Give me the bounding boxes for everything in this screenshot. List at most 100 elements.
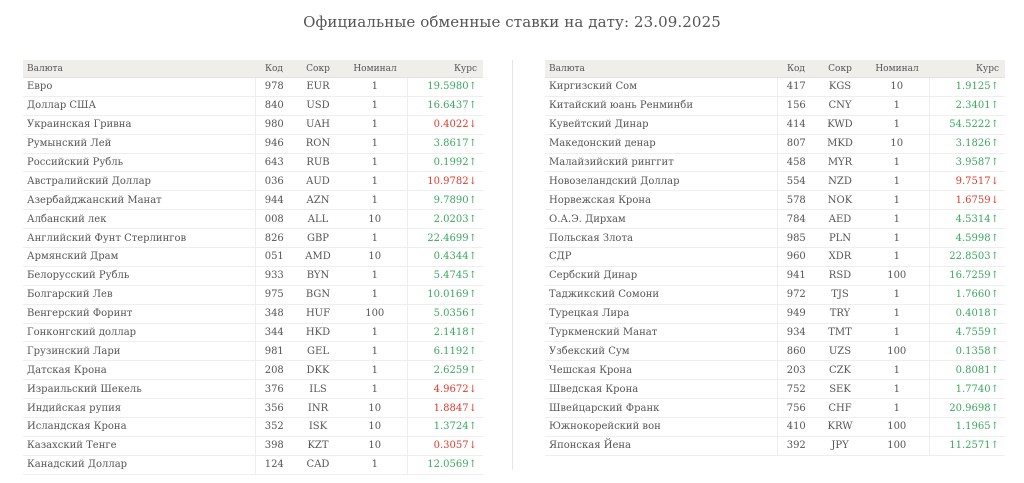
currency-code-cell: 946 <box>254 134 293 154</box>
header-currency[interactable]: Валюта <box>545 60 777 78</box>
nominal-cell: 1 <box>343 228 407 249</box>
currency-code-cell: 392 <box>776 436 815 456</box>
currency-abbr-cell: GBP <box>293 228 343 249</box>
rate-cell: 20.9698↑ <box>928 398 1005 419</box>
currency-abbr-cell: MYR <box>815 153 865 173</box>
currency-abbr-cell: NZD <box>815 171 865 192</box>
rate-cell: 9.7517↓ <box>928 171 1005 192</box>
currency-name-cell: Турецкая Лира <box>545 304 777 324</box>
currency-name-cell: Южнокорейский вон <box>545 417 777 437</box>
currency-code-cell: 784 <box>776 209 815 230</box>
currency-code-cell: 826 <box>254 228 293 249</box>
currency-code-cell: 578 <box>776 190 815 211</box>
header-currency[interactable]: Валюта <box>23 60 255 78</box>
currency-name-cell: Азербайджанский Манат <box>23 190 255 211</box>
currency-code-cell: 414 <box>776 115 815 135</box>
header-nominal[interactable]: Номинал <box>865 60 929 78</box>
rate-cell: 2.1418↑ <box>406 323 483 343</box>
currency-name-cell: СДР <box>545 247 777 267</box>
rate-cell: 4.5998↑ <box>928 228 1005 249</box>
currency-name-cell: Узбекский Сум <box>545 341 777 362</box>
currency-code-cell: 208 <box>254 360 293 381</box>
table-row: Исландская Крона 352 ISK 10 1.3724↑ <box>23 417 483 437</box>
rate-cell: 5.4745↑ <box>406 266 483 286</box>
currency-name-cell: Малайзийский ринггит <box>545 153 777 173</box>
rate-cell: 0.1992↑ <box>406 153 483 173</box>
table-row: Румынский Лей 946 RON 1 3.8617↑ <box>23 134 483 154</box>
rate-cell: 0.1358↑ <box>928 341 1005 362</box>
currency-code-cell: 643 <box>254 153 293 173</box>
currency-abbr-cell: AMD <box>293 247 343 267</box>
currency-name-cell: О.А.Э. Дирхам <box>545 209 777 230</box>
rate-cell: 9.7890↑ <box>406 190 483 211</box>
page-title: Официальные обменные ставки на дату: 23.… <box>303 13 721 31</box>
currency-name-cell: Датская Крона <box>23 360 255 381</box>
currency-abbr-cell: JPY <box>815 436 865 456</box>
currency-abbr-cell: EUR <box>293 77 343 97</box>
currency-abbr-cell: RSD <box>815 266 865 286</box>
currency-code-cell: 356 <box>254 398 293 419</box>
rate-cell: 16.6437↑ <box>406 96 483 116</box>
table-row: Украинская Гривна 980 UAH 1 0.4022↓ <box>23 115 483 135</box>
currency-abbr-cell: RON <box>293 134 343 154</box>
header-code[interactable]: Код <box>777 60 815 78</box>
rate-cell: 1.1965↑ <box>928 417 1005 437</box>
currency-name-cell: Польская Злота <box>545 228 777 249</box>
currency-code-cell: 036 <box>254 171 293 192</box>
currency-abbr-cell: CHF <box>815 398 865 419</box>
header-rate[interactable]: Курс <box>407 60 483 78</box>
nominal-cell: 10 <box>343 209 407 230</box>
currency-abbr-cell: NOK <box>815 190 865 211</box>
table-row: Английский Фунт Стерлингов 826 GBP 1 22.4699… <box>23 228 483 249</box>
nominal-cell: 10 <box>343 436 407 456</box>
header-rate[interactable]: Курс <box>929 60 1005 78</box>
rate-cell: 3.1826↑ <box>928 134 1005 154</box>
currency-code-cell: 840 <box>254 96 293 116</box>
currency-code-cell: 348 <box>254 304 293 324</box>
currency-abbr-cell: CZK <box>815 360 865 381</box>
header-code[interactable]: Код <box>255 60 293 78</box>
nominal-cell: 1 <box>865 115 929 135</box>
rate-cell: 5.0356↑ <box>406 304 483 324</box>
table-row: Македонский денар 807 MKD 10 3.1826↑ <box>545 134 1005 154</box>
currency-abbr-cell: TRY <box>815 304 865 324</box>
currency-code-cell: 756 <box>776 398 815 419</box>
table-row: Кувейтский Динар 414 KWD 1 54.5222↑ <box>545 115 1005 135</box>
currency-code-cell: 398 <box>254 436 293 456</box>
nominal-cell: 1 <box>343 134 407 154</box>
table-row: Австралийский Доллар 036 AUD 1 10.9782↓ <box>23 171 483 192</box>
rate-cell: 4.5314↑ <box>928 209 1005 230</box>
rate-cell: 2.3401↑ <box>928 96 1005 116</box>
header-abbr[interactable]: Сокр <box>293 60 343 78</box>
rate-cell: 12.0569↑ <box>406 455 483 475</box>
nominal-cell: 1 <box>865 304 929 324</box>
currency-abbr-cell: MKD <box>815 134 865 154</box>
currency-abbr-cell: DKK <box>293 360 343 381</box>
currency-name-cell: Албанский лек <box>23 209 255 230</box>
currency-code-cell: 981 <box>254 341 293 362</box>
currency-code-cell: 975 <box>254 285 293 305</box>
currency-code-cell: 972 <box>776 285 815 305</box>
currency-name-cell: Индийская рупия <box>23 398 255 419</box>
nominal-cell: 10 <box>865 77 929 97</box>
currency-code-cell: 051 <box>254 247 293 267</box>
rate-cell: 1.6759↓ <box>928 190 1005 211</box>
currency-name-cell: Белорусский Рубль <box>23 266 255 286</box>
header-nominal[interactable]: Номинал <box>343 60 407 78</box>
rate-cell: 16.7259↑ <box>928 266 1005 286</box>
table-row: Доллар США 840 USD 1 16.6437↑ <box>23 96 483 116</box>
table-row: Норвежская Крона 578 NOK 1 1.6759↓ <box>545 190 1005 211</box>
table-row: Гонконгский доллар 344 HKD 1 2.1418↑ <box>23 323 483 343</box>
currency-name-cell: Норвежская Крона <box>545 190 777 211</box>
rate-cell: 4.9672↓ <box>406 379 483 400</box>
currency-abbr-cell: CNY <box>815 96 865 116</box>
currency-abbr-cell: UAH <box>293 115 343 135</box>
nominal-cell: 1 <box>343 171 407 192</box>
nominal-cell: 1 <box>343 285 407 305</box>
currency-name-cell: Туркменский Манат <box>545 323 777 343</box>
currency-abbr-cell: RUB <box>293 153 343 173</box>
table-header-row: Валюта Код Сокр Номинал Курс <box>23 60 483 78</box>
table-row: Малайзийский ринггит 458 MYR 1 3.9587↑ <box>545 153 1005 173</box>
header-abbr[interactable]: Сокр <box>815 60 865 78</box>
nominal-cell: 100 <box>865 417 929 437</box>
